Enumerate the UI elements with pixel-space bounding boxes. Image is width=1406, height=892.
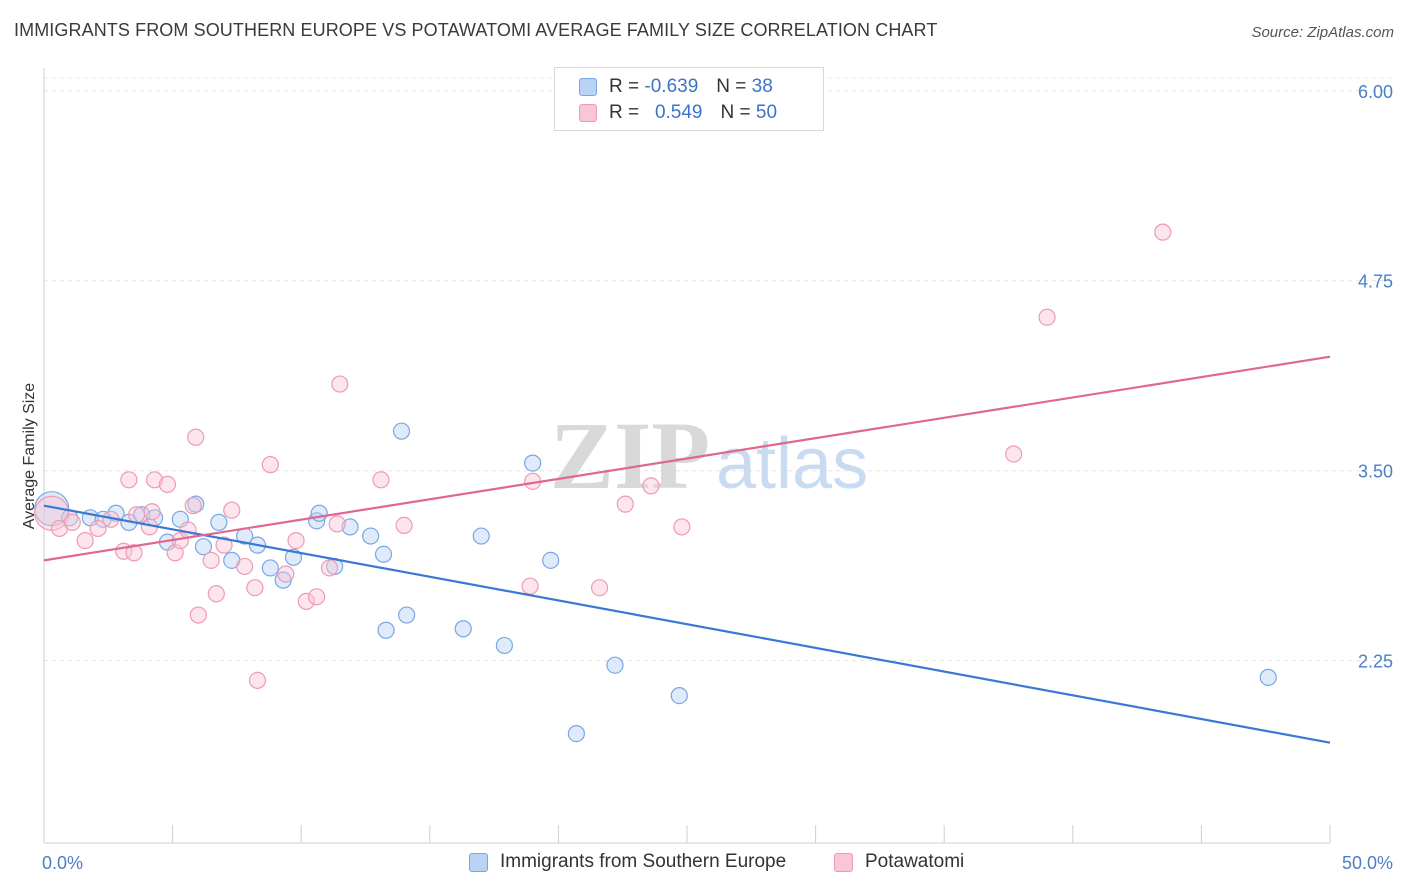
point-potawatomi (236, 557, 254, 576)
point-immigrants (374, 545, 393, 563)
point-potawatomi (63, 513, 81, 531)
y-tick-label: 6.00 (1358, 82, 1393, 102)
point-potawatomi (246, 579, 264, 597)
bottom-legend-label: Immigrants from Southern Europe (500, 851, 787, 872)
point-potawatomi (395, 516, 413, 535)
point-potawatomi (277, 565, 295, 583)
point-potawatomi (223, 501, 241, 519)
point-potawatomi (215, 536, 233, 554)
point-potawatomi (1005, 445, 1023, 463)
legend-r-label: R = (609, 76, 640, 97)
point-potawatomi (320, 559, 339, 577)
trend-lines (43, 355, 1331, 744)
point-potawatomi (120, 471, 138, 489)
point-potawatomi (76, 531, 94, 550)
point-immigrants (261, 559, 279, 577)
point-immigrants (377, 621, 395, 639)
y-tick-label: 2.25 (1358, 652, 1393, 672)
point-potawatomi (145, 471, 164, 489)
point-immigrants (398, 606, 416, 624)
point-potawatomi (308, 588, 326, 606)
point-potawatomi (261, 456, 279, 474)
point-immigrants (392, 422, 411, 440)
point-immigrants (542, 551, 560, 569)
point-potawatomi (184, 497, 202, 515)
source-credit: Source: ZipAtlas.com (1251, 24, 1394, 41)
point-immigrants (472, 527, 490, 545)
x-tick-label: 0.0% (42, 853, 83, 873)
data-points (34, 223, 1277, 743)
point-immigrants (606, 656, 624, 674)
legend-n-value: 50 (755, 102, 778, 123)
bottom-legend-immigrants: Immigrants from Southern Europe (469, 851, 786, 873)
watermark: ZIP atlas (550, 402, 868, 509)
legend-r-value: 0.549 (654, 102, 703, 123)
point-potawatomi (189, 606, 207, 624)
point-immigrants (194, 538, 213, 556)
point-potawatomi (331, 375, 349, 393)
point-immigrants (362, 527, 380, 545)
point-potawatomi (297, 592, 315, 610)
bottom-legend-swatch-pink (834, 852, 853, 872)
point-potawatomi (590, 579, 609, 597)
point-potawatomi (187, 428, 205, 446)
point-potawatomi (287, 531, 305, 550)
axes (43, 68, 1331, 844)
watermark-zip: ZIP (550, 402, 710, 509)
trend-line-potawatomi (43, 355, 1331, 562)
point-potawatomi (616, 495, 634, 513)
watermark-atlas: atlas (716, 424, 868, 504)
point-immigrants (670, 686, 688, 705)
point-immigrants (310, 504, 328, 522)
chart-title: IMMIGRANTS FROM SOUTHERN EUROPE VS POTAW… (14, 20, 938, 40)
point-potawatomi (158, 475, 177, 493)
y-tick-label: 3.50 (1358, 462, 1393, 482)
point-potawatomi (127, 506, 146, 524)
y-axis-label: Average Family Size (21, 383, 38, 530)
bottom-legend-label: Potawatomi (865, 851, 965, 872)
legend-n-value: 38 (751, 76, 773, 97)
legend-n-label: N = (716, 76, 747, 97)
tick-labels: 2.25 3.50 4.75 6.00 0.0% 50.0% (42, 82, 1393, 873)
point-potawatomi (125, 544, 143, 562)
trend-line-immigrants (43, 504, 1331, 744)
point-potawatomi (202, 551, 220, 569)
point-potawatomi (1154, 223, 1172, 241)
legend-n-label: N = (720, 102, 751, 123)
point-potawatomi (521, 577, 539, 595)
legend-r-value: -0.639 (644, 76, 699, 97)
legend-row-immigrants: R = -0.639 N = 38 (579, 74, 773, 100)
point-potawatomi (89, 519, 107, 538)
legend-swatch-pink (579, 104, 597, 122)
point-potawatomi (143, 503, 161, 521)
bottom-legend-swatch-blue (469, 852, 488, 872)
legend-r-label: R = (609, 102, 640, 123)
point-potawatomi (328, 515, 346, 533)
point-potawatomi (372, 471, 390, 489)
point-immigrants (1259, 668, 1277, 686)
point-immigrants (454, 620, 472, 638)
point-immigrants (341, 518, 359, 536)
x-tick-label: 50.0% (1342, 853, 1393, 873)
point-potawatomi (207, 585, 225, 603)
legend-row-potawatomi: R = 0.549 N = 50 (579, 100, 777, 126)
point-immigrants (210, 513, 228, 531)
point-potawatomi (642, 477, 660, 495)
point-immigrants (567, 724, 586, 743)
y-tick-label: 4.75 (1358, 272, 1393, 292)
bottom-legend-potawatomi: Potawatomi (834, 851, 964, 873)
legend-swatch-blue (579, 78, 597, 96)
point-potawatomi (1038, 308, 1056, 326)
point-potawatomi (673, 518, 691, 536)
point-immigrants (524, 454, 542, 472)
point-potawatomi (248, 671, 267, 690)
correlation-legend: R = -0.639 N = 38 R = 0.549 N = 50 (554, 67, 824, 131)
point-immigrants (495, 636, 513, 655)
